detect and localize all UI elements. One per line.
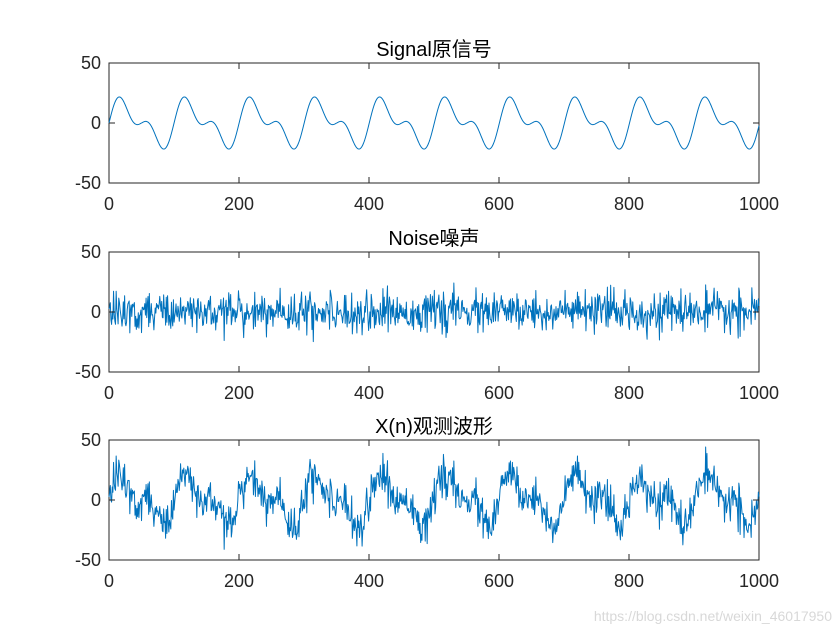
- subplot-title: X(n)观测波形: [375, 415, 493, 438]
- x-tick-label: 800: [614, 194, 644, 214]
- x-tick-label: 200: [224, 571, 254, 591]
- x-tick-label: 400: [354, 571, 384, 591]
- x-tick-label: 400: [354, 194, 384, 214]
- x-tick-label: 600: [484, 383, 514, 403]
- series-line-observed: [108, 446, 760, 550]
- y-tick-label: 50: [81, 430, 101, 450]
- subplot-title: Signal原信号: [376, 38, 492, 61]
- series-line-noise: [108, 282, 760, 343]
- y-tick-label: -50: [75, 173, 101, 193]
- y-tick-label: -50: [75, 550, 101, 570]
- x-tick-label: 800: [614, 571, 644, 591]
- x-tick-label: 0: [104, 194, 114, 214]
- subplot-title: Noise噪声: [388, 227, 479, 250]
- y-tick-label: 0: [91, 113, 101, 133]
- watermark-text: https://blog.csdn.net/weixin_46017950: [593, 608, 832, 624]
- y-tick-label: 0: [91, 490, 101, 510]
- y-tick-label: 0: [91, 302, 101, 322]
- x-tick-label: 400: [354, 383, 384, 403]
- x-tick-label: 600: [484, 571, 514, 591]
- x-tick-label: 0: [104, 571, 114, 591]
- x-tick-label: 800: [614, 383, 644, 403]
- x-tick-label: 0: [104, 383, 114, 403]
- y-tick-label: 50: [81, 242, 101, 262]
- y-tick-label: -50: [75, 362, 101, 382]
- x-tick-label: 1000: [739, 571, 779, 591]
- x-tick-label: 1000: [739, 383, 779, 403]
- x-tick-label: 200: [224, 383, 254, 403]
- series-line-signal: [108, 96, 760, 150]
- y-tick-label: 50: [81, 53, 101, 73]
- x-tick-label: 1000: [739, 194, 779, 214]
- x-tick-label: 600: [484, 194, 514, 214]
- x-tick-label: 200: [224, 194, 254, 214]
